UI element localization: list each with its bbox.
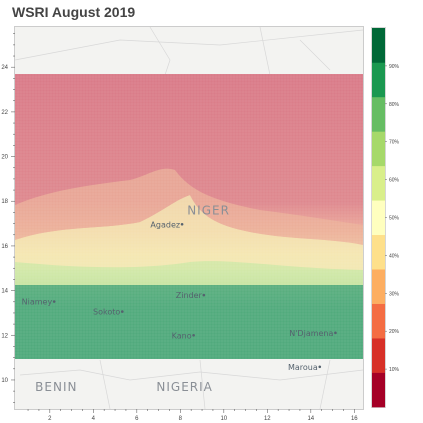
- place-marker: Agadez: [150, 220, 184, 229]
- place-dot: [192, 333, 195, 337]
- colorbar-tick-label: 90%: [389, 64, 400, 70]
- y-tick-label: 14: [1, 289, 8, 295]
- y-tick-label: 12: [1, 333, 8, 339]
- place-marker: Zinder: [176, 291, 206, 300]
- place-label: Maroua: [288, 363, 318, 372]
- x-tick-label: 16: [351, 416, 358, 422]
- x-axis: 2 4 6 8 10 12 14 16: [27, 409, 358, 422]
- colorbar-tick-label: 70%: [389, 140, 400, 146]
- x-tick-label: 14: [307, 416, 314, 422]
- transition-zone: [15, 195, 363, 270]
- wet-zone: [15, 285, 363, 359]
- place-marker: Sokoto: [93, 308, 124, 317]
- place-marker: N'Djamena: [289, 329, 337, 338]
- colorbar-segment: [372, 165, 385, 201]
- y-tick-label: 20: [1, 155, 8, 161]
- colorbar-tick-label: 60%: [389, 178, 400, 184]
- x-tick-label: 8: [179, 416, 183, 422]
- colorbar-segment: [372, 269, 385, 304]
- colorbar-segment: [372, 372, 385, 408]
- transition-zone-green: [15, 261, 363, 285]
- place-marker: Niamey: [22, 298, 56, 307]
- place-dot: [120, 310, 124, 313]
- place-marker: Kano: [172, 331, 195, 340]
- place-labels: Agadez Niamey Sokoto Zinder Kano N'Djamena Mar…: [22, 220, 337, 372]
- colorbar-segment: [372, 338, 385, 373]
- colorbar-tick-label: 30%: [389, 291, 400, 297]
- colorbar-tick-label: 50%: [389, 216, 400, 222]
- place-dot: [52, 300, 56, 303]
- country-label: NIGERIA: [156, 380, 212, 394]
- y-tick-label: 18: [1, 199, 8, 205]
- colorbar-segment: [372, 303, 385, 339]
- basemap-lines: [14, 26, 364, 410]
- colorbar: 10% 20% 30% 40% 50% 60% 70% 80% 90%: [371, 27, 400, 408]
- place-label: N'Djamena: [289, 329, 333, 338]
- transition-zone-upper: [15, 168, 363, 245]
- colorbar-tick-label: 20%: [389, 329, 400, 335]
- y-tick-label: 10: [1, 378, 8, 384]
- map-frame[interactable]: [14, 26, 364, 410]
- raster-grid: [14, 73, 364, 360]
- colorbar-segment: [372, 200, 385, 236]
- country-labels: NIGER NIGERIA BENIN: [35, 204, 230, 394]
- place-dot: [334, 331, 337, 335]
- colorbar-segment: [372, 234, 385, 270]
- place-dot: [180, 222, 184, 226]
- colorbar-segment: [372, 28, 385, 63]
- y-tick-label: 24: [1, 65, 8, 71]
- x-tick-label: 4: [92, 416, 96, 422]
- place-marker: Maroua: [288, 363, 322, 372]
- country-label: BENIN: [35, 380, 77, 394]
- colorbar-segment: [372, 62, 385, 98]
- place-dot: [202, 293, 206, 297]
- x-tick-label: 10: [220, 416, 227, 422]
- colorbar-segment: [372, 96, 385, 132]
- place-label: Niamey: [22, 298, 53, 307]
- place-label: Sokoto: [93, 308, 120, 317]
- wsri-raster[interactable]: [14, 73, 364, 360]
- place-label: Zinder: [176, 291, 203, 300]
- x-tick-label: 12: [264, 416, 271, 422]
- x-tick-label: 6: [135, 416, 139, 422]
- colorbar-tick-label: 40%: [389, 253, 400, 259]
- country-label: NIGER: [187, 204, 230, 218]
- colorbar-tick-label: 10%: [389, 367, 400, 373]
- place-dot: [318, 365, 322, 369]
- place-label: Kano: [172, 331, 192, 340]
- y-axis: 10 12 14 16 18 20 22 24: [1, 33, 15, 403]
- map-title: WSRI August 2019: [12, 4, 136, 20]
- colorbar-segment: [372, 131, 385, 167]
- place-label: Agadez: [150, 220, 180, 229]
- x-tick-label: 2: [48, 416, 52, 422]
- colorbar-tick-label: 80%: [389, 102, 400, 108]
- y-tick-label: 16: [1, 244, 8, 250]
- y-tick-label: 22: [1, 110, 8, 116]
